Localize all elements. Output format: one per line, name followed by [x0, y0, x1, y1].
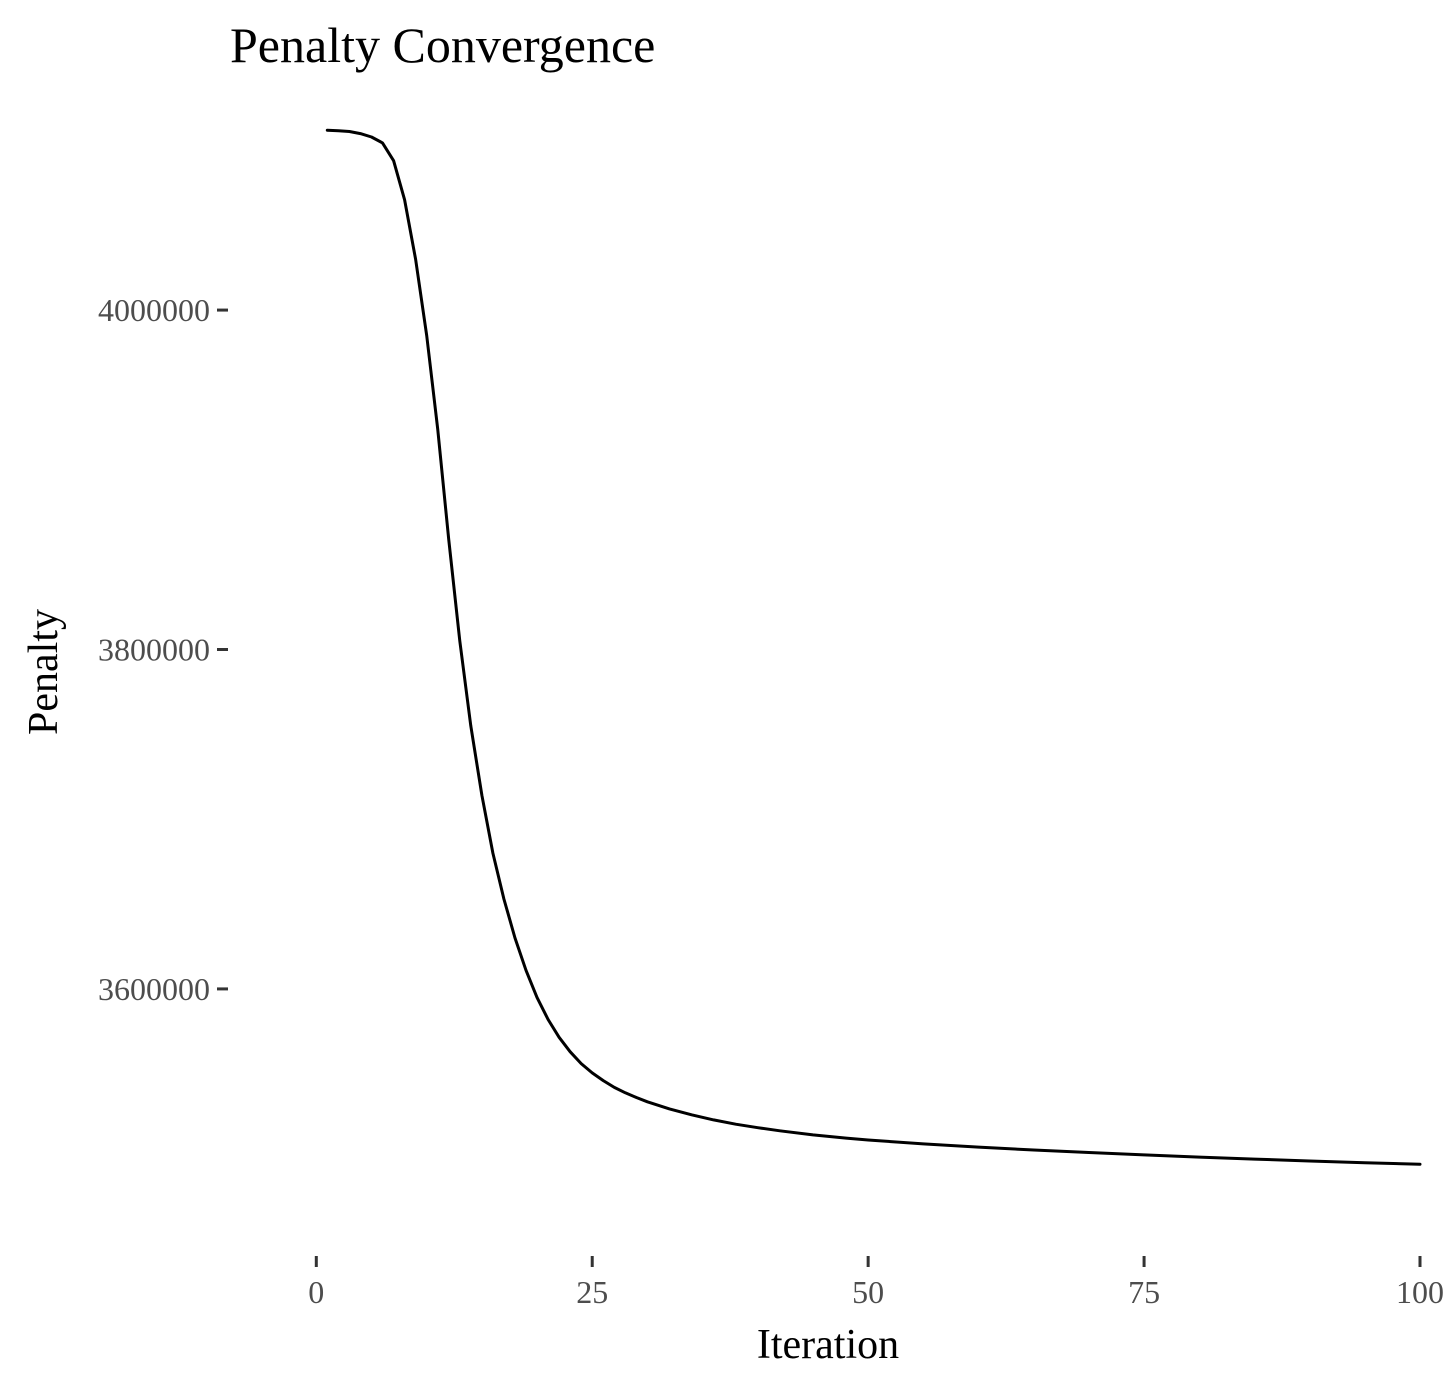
- chart-title: Penalty Convergence: [230, 17, 655, 73]
- x-tick-label: 25: [576, 1274, 608, 1310]
- x-tick-label: 0: [308, 1274, 324, 1310]
- penalty-series-line: [325, 128, 1422, 1166]
- x-axis: 0 25 50 75 100: [308, 1256, 1444, 1310]
- y-tick-label: 3800000: [98, 631, 210, 667]
- x-tick-label: 50: [852, 1274, 884, 1310]
- y-axis: 3600000 3800000 4000000: [98, 292, 228, 1007]
- x-tick-label: 75: [1128, 1274, 1160, 1310]
- y-tick-label: 4000000: [98, 292, 210, 328]
- x-axis-title: Iteration: [757, 1322, 899, 1368]
- x-tick-label: 100: [1396, 1274, 1444, 1310]
- y-axis-title: Penalty: [21, 609, 67, 735]
- y-tick-label: 3600000: [98, 971, 210, 1007]
